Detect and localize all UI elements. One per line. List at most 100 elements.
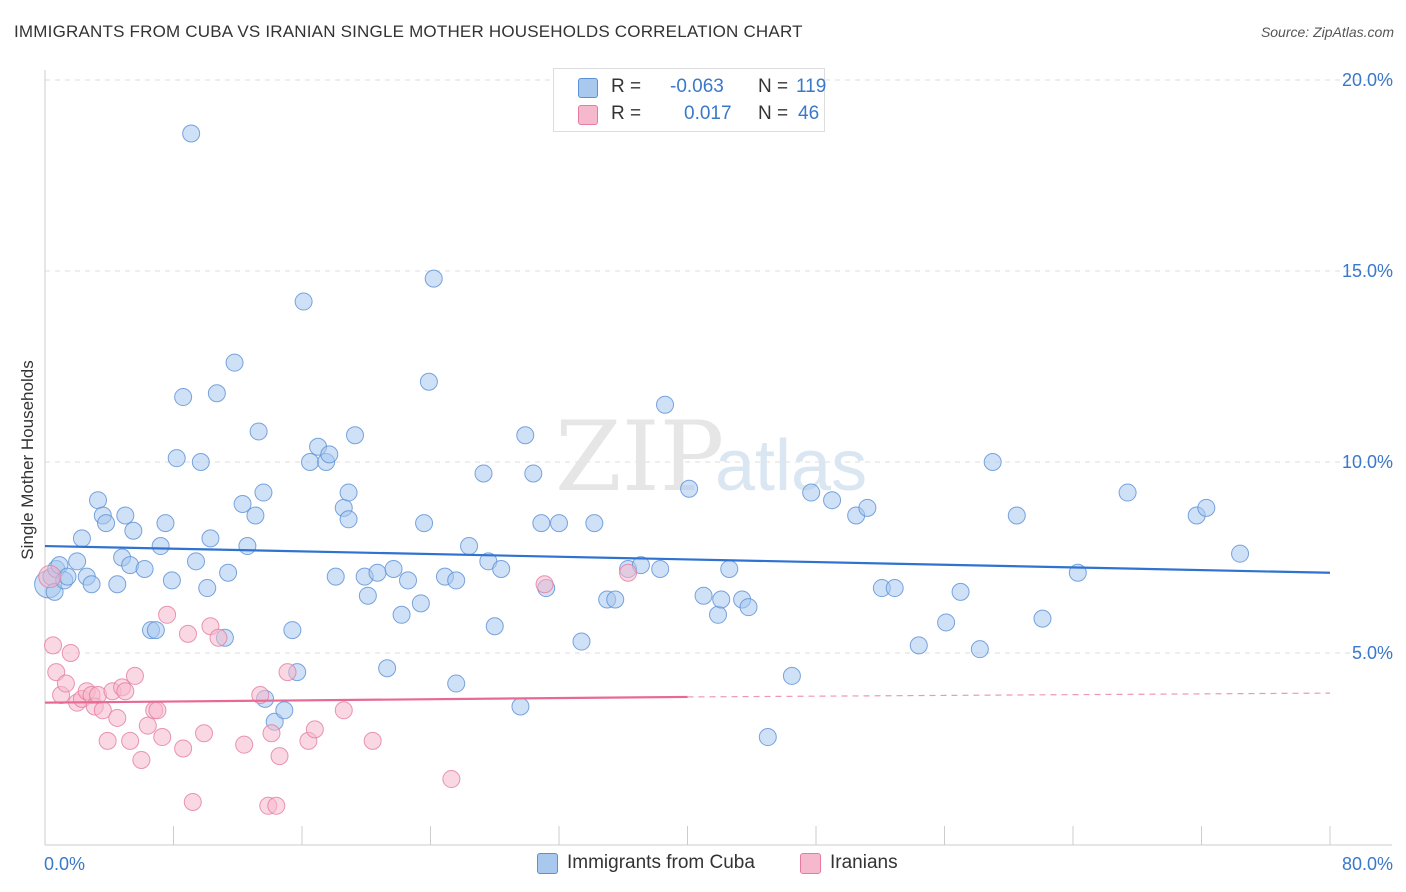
grid-lines [45,79,1392,654]
r-label: R = [611,103,642,124]
point-cuba [58,567,77,586]
point-cuba [108,575,127,594]
point-iranians [195,724,214,743]
point-iranians [108,708,127,727]
point-iranians [251,686,270,705]
n-label: N = [758,103,789,124]
point-cuba [709,605,728,624]
point-cuba [424,269,443,288]
point-cuba [516,426,535,445]
point-cuba [233,495,252,514]
point-cuba [399,571,418,590]
point-cuba [219,563,238,582]
point-cuba [474,464,493,483]
y-axis-label: Single Mother Households [18,360,37,560]
point-iranians [183,792,202,811]
data-points [34,124,1250,815]
trend-line-iranians [44,695,688,704]
point-cuba [1007,506,1026,525]
point-cuba [294,292,313,311]
point-iranians [305,720,324,739]
point-cuba [156,514,175,533]
point-cuba [275,701,294,720]
point-cuba [447,674,466,693]
point-iranians [209,628,228,647]
point-cuba [167,449,186,468]
point-cuba [320,445,339,464]
point-cuba [411,594,430,613]
point-cuba [191,453,210,471]
point-cuba [511,697,530,716]
point-iranians [47,663,66,682]
point-iranians [363,731,382,750]
point-cuba [1231,544,1250,563]
axes [44,70,1392,846]
point-cuba [858,498,877,517]
point-iranians [121,731,140,750]
point-cuba [246,506,265,525]
point-cuba [885,579,904,598]
y-tick-label: 20.0% [1342,70,1393,90]
point-cuba [1118,483,1137,502]
point-cuba [447,571,466,590]
point-cuba [492,559,511,578]
r-value: -0.063 [670,76,724,97]
n-value: 46 [798,103,820,124]
point-iranians [235,735,254,754]
r-value: 0.017 [684,103,732,124]
point-cuba [1197,498,1216,517]
point-cuba [238,537,257,556]
point-iranians [267,796,286,815]
chart-title: IMMIGRANTS FROM CUBA VS IRANIAN SINGLE M… [14,22,803,41]
stats-legend: R = -0.063 N = 119 R = 0.017 N = 46 [553,68,826,132]
point-cuba [524,464,543,483]
point-cuba [162,571,181,590]
point-iranians [153,728,172,747]
watermark-zip: ZIP [555,401,724,513]
point-cuba [89,491,108,510]
point-iranians [38,565,62,589]
point-cuba [368,563,387,582]
point-cuba [606,590,625,609]
point-cuba [983,453,1002,471]
point-cuba [532,514,551,533]
point-cuba [694,586,713,605]
point-cuba [249,422,268,441]
point-cuba [392,605,411,624]
r-label: R = [611,76,642,97]
point-cuba [460,537,479,556]
x-tick-label: 80.0% [1342,854,1393,874]
point-cuba [937,613,956,632]
point-cuba [585,514,604,533]
point-cuba [970,640,989,659]
point-iranians [334,701,353,720]
point-iranians [138,716,157,735]
point-cuba [198,579,217,598]
point-cuba [782,666,801,685]
series-legend: Immigrants from Cuba Iranians [0,850,1406,878]
trend-line-cuba [44,544,1331,574]
point-cuba [951,582,970,601]
point-cuba [909,636,928,655]
point-iranians [262,724,281,743]
point-iranians [132,750,151,769]
point-cuba [225,353,244,372]
point-iranians [619,563,638,582]
tick-labels: 5.0% 10.0% 15.0% 20.0% 0.0% 80.0% [44,70,1393,874]
point-cuba [656,395,675,414]
point-cuba [680,479,699,498]
point-cuba [651,559,670,578]
point-iranians [44,636,63,655]
point-cuba [550,514,568,533]
point-iranians [61,644,80,662]
point-cuba [739,598,758,617]
point-cuba [116,506,135,525]
point-cuba [182,124,201,143]
point-cuba [485,617,504,636]
point-cuba [151,537,170,556]
point-cuba [415,514,434,533]
point-cuba [201,529,220,548]
legend-swatch-cuba [537,853,558,874]
point-cuba [1033,609,1052,628]
point-cuba [254,483,273,502]
